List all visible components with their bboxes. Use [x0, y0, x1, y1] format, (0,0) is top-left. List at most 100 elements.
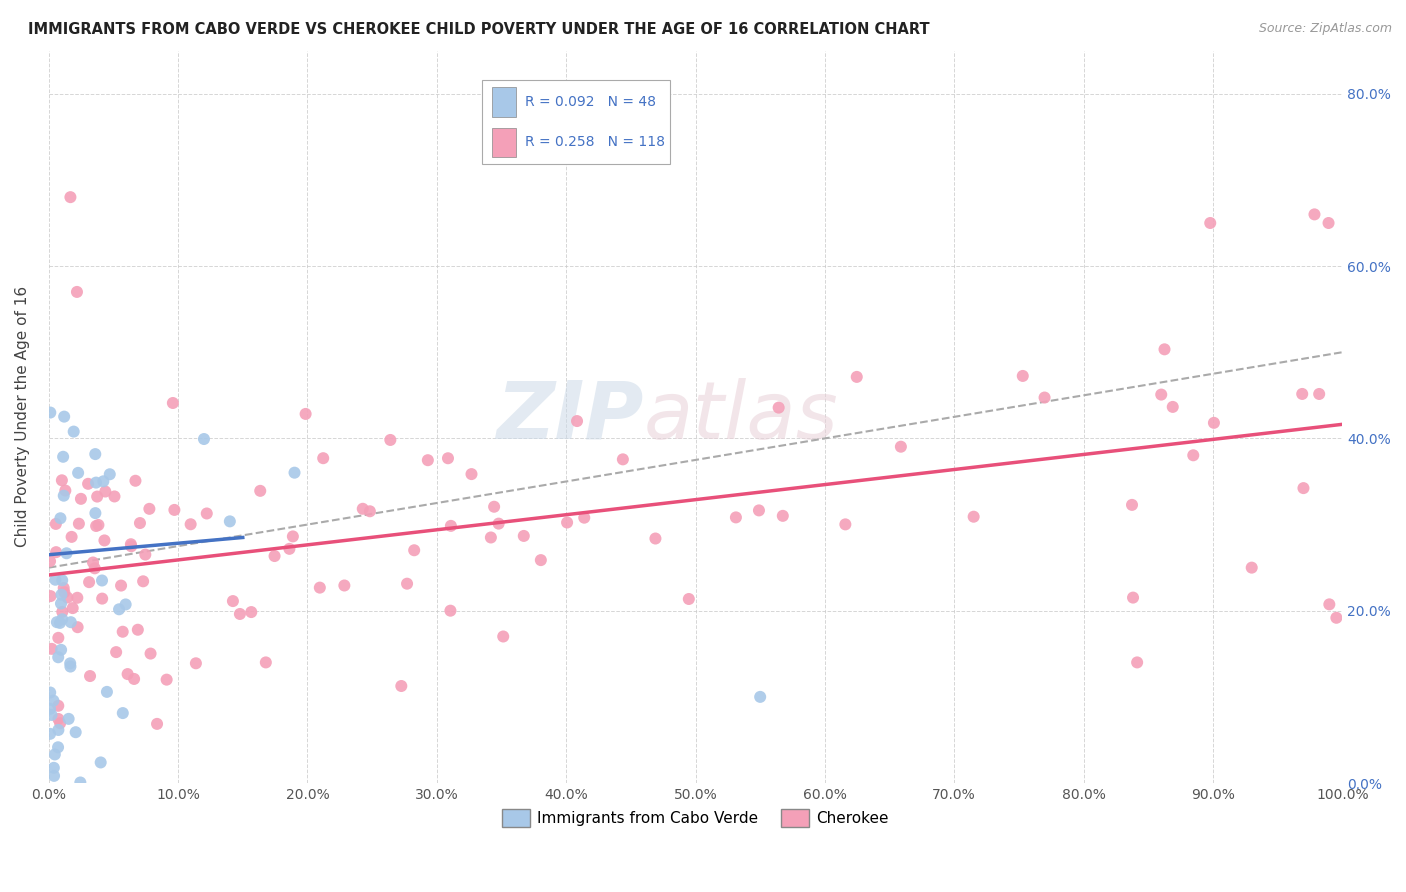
Point: [1199, 216, 1222, 230]
Point: [52, 581, 75, 595]
Point: [58, 712, 80, 726]
Point: [42, 761, 65, 775]
Point: [1324, 611, 1347, 625]
Point: [1308, 387, 1330, 401]
Point: [53, 409, 76, 424]
Point: [146, 717, 169, 731]
Point: [98, 467, 121, 482]
Point: [122, 672, 145, 686]
Point: [162, 396, 184, 410]
Point: [66, 285, 89, 299]
Point: [52, 450, 75, 464]
Point: [1161, 400, 1184, 414]
Point: [195, 507, 218, 521]
Point: [1150, 387, 1173, 401]
Point: [574, 510, 596, 524]
Point: [768, 401, 790, 415]
Point: [66, 591, 89, 605]
Point: [222, 594, 245, 608]
Point: [834, 517, 856, 532]
Point: [120, 539, 142, 553]
Point: [94, 484, 117, 499]
Point: [1240, 560, 1263, 574]
Point: [283, 466, 305, 480]
Point: [84, 447, 107, 461]
Point: [42, 693, 65, 707]
Point: [772, 508, 794, 523]
Text: R = 0.092   N = 48: R = 0.092 N = 48: [524, 95, 655, 109]
Point: [124, 474, 146, 488]
Point: [83, 561, 105, 575]
Point: [60, 530, 83, 544]
Point: [249, 483, 271, 498]
Y-axis label: Child Poverty Under the Age of 16: Child Poverty Under the Age of 16: [15, 286, 30, 548]
Point: [359, 504, 381, 518]
Point: [108, 602, 131, 616]
Point: [281, 529, 304, 543]
Point: [65, 725, 87, 739]
Point: [69, 775, 91, 789]
Point: [193, 432, 215, 446]
Point: [404, 543, 426, 558]
Point: [49, 615, 72, 630]
Point: [1153, 343, 1175, 357]
Point: [59, 659, 82, 673]
FancyBboxPatch shape: [492, 87, 516, 117]
Point: [1317, 216, 1340, 230]
Point: [962, 509, 984, 524]
Point: [67, 466, 90, 480]
Point: [46, 698, 69, 713]
Point: [120, 537, 142, 551]
Point: [890, 440, 912, 454]
Legend: Immigrants from Cabo Verde, Cherokee: Immigrants from Cabo Verde, Cherokee: [502, 809, 889, 827]
Point: [103, 490, 125, 504]
Point: [77, 476, 100, 491]
Text: R = 0.258   N = 118: R = 0.258 N = 118: [524, 136, 665, 149]
Point: [41, 641, 63, 656]
Point: [352, 501, 374, 516]
Point: [105, 645, 128, 659]
Point: [84, 519, 107, 533]
Point: [1033, 391, 1056, 405]
Point: [278, 541, 301, 556]
Point: [39, 406, 62, 420]
Text: ZIP: ZIP: [496, 378, 644, 456]
Point: [96, 685, 118, 699]
Point: [111, 624, 134, 639]
Point: [1303, 207, 1326, 221]
Point: [396, 576, 419, 591]
Point: [46, 650, 69, 665]
Point: [416, 453, 439, 467]
Point: [93, 475, 115, 489]
Point: [67, 516, 90, 531]
Point: [79, 669, 101, 683]
Point: [59, 615, 82, 630]
Point: [49, 643, 72, 657]
Point: [240, 605, 263, 619]
Point: [44, 573, 66, 587]
Point: [184, 657, 207, 671]
Point: [48, 723, 70, 737]
Point: [45, 516, 67, 531]
Point: [53, 585, 76, 599]
Point: [59, 190, 82, 204]
Point: [218, 514, 240, 528]
Point: [1292, 481, 1315, 495]
Point: [41, 707, 63, 722]
Point: [39, 589, 62, 603]
Point: [51, 574, 73, 588]
Point: [565, 414, 588, 428]
Point: [59, 657, 82, 671]
Point: [530, 553, 553, 567]
Point: [56, 591, 79, 605]
Point: [39, 685, 62, 699]
Point: [1122, 591, 1144, 605]
Point: [437, 451, 460, 466]
Point: [678, 592, 700, 607]
Point: [45, 545, 67, 559]
Point: [845, 370, 868, 384]
Point: [62, 601, 84, 615]
Point: [51, 473, 73, 487]
Point: [39, 702, 62, 716]
Point: [492, 630, 515, 644]
